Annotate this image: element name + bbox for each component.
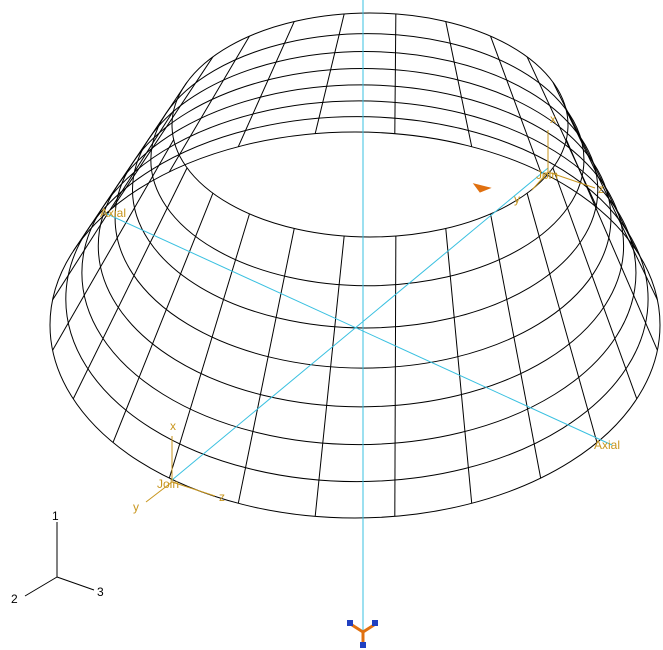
mesh-ring — [172, 13, 568, 237]
axial-label: Axial — [594, 438, 620, 452]
connector-y: y — [514, 192, 520, 206]
mesh-edge — [238, 228, 294, 503]
mesh-edge — [566, 110, 657, 299]
triad-label: 1 — [52, 509, 59, 523]
connector-line — [172, 168, 548, 480]
mesh-ring — [82, 101, 636, 445]
connector-y: y — [133, 500, 139, 514]
mesh-ring — [50, 132, 660, 518]
connector-z: z — [219, 490, 225, 504]
triad-label: 2 — [11, 592, 18, 606]
view-triad — [25, 522, 94, 596]
mesh-edge — [113, 57, 213, 208]
mesh-edge — [169, 214, 249, 478]
mesh — [50, 13, 660, 518]
axial-label: Axial — [100, 206, 126, 220]
mesh-edge — [315, 14, 344, 134]
connector-name: Join — [157, 477, 179, 491]
connector-z: z — [598, 182, 604, 196]
connector-csys — [146, 436, 215, 502]
mesh-ring — [132, 52, 597, 328]
mesh-edge — [395, 236, 396, 516]
mesh-ring — [151, 34, 584, 286]
connector-x: x — [170, 419, 176, 433]
connector-line — [105, 213, 612, 445]
mesh-edge — [491, 214, 541, 478]
triad-label: 3 — [97, 585, 104, 599]
mesh-edge — [53, 110, 174, 299]
viewport: x Join z y x Join z y Axial Axial 1 2 3 — [0, 0, 663, 650]
mesh-edge — [553, 82, 637, 251]
connector-x: x — [550, 112, 556, 126]
connector-name: Join — [536, 168, 558, 182]
mesh-edge — [113, 193, 213, 442]
mesh-edge — [527, 193, 597, 442]
mesh-edge — [395, 14, 396, 134]
mesh-edge — [491, 36, 541, 172]
mesh-edge — [446, 228, 472, 503]
mesh-edge — [315, 236, 344, 516]
mesh-edge — [73, 82, 187, 251]
mesh-edge — [73, 168, 187, 399]
mesh-ring — [66, 117, 648, 482]
